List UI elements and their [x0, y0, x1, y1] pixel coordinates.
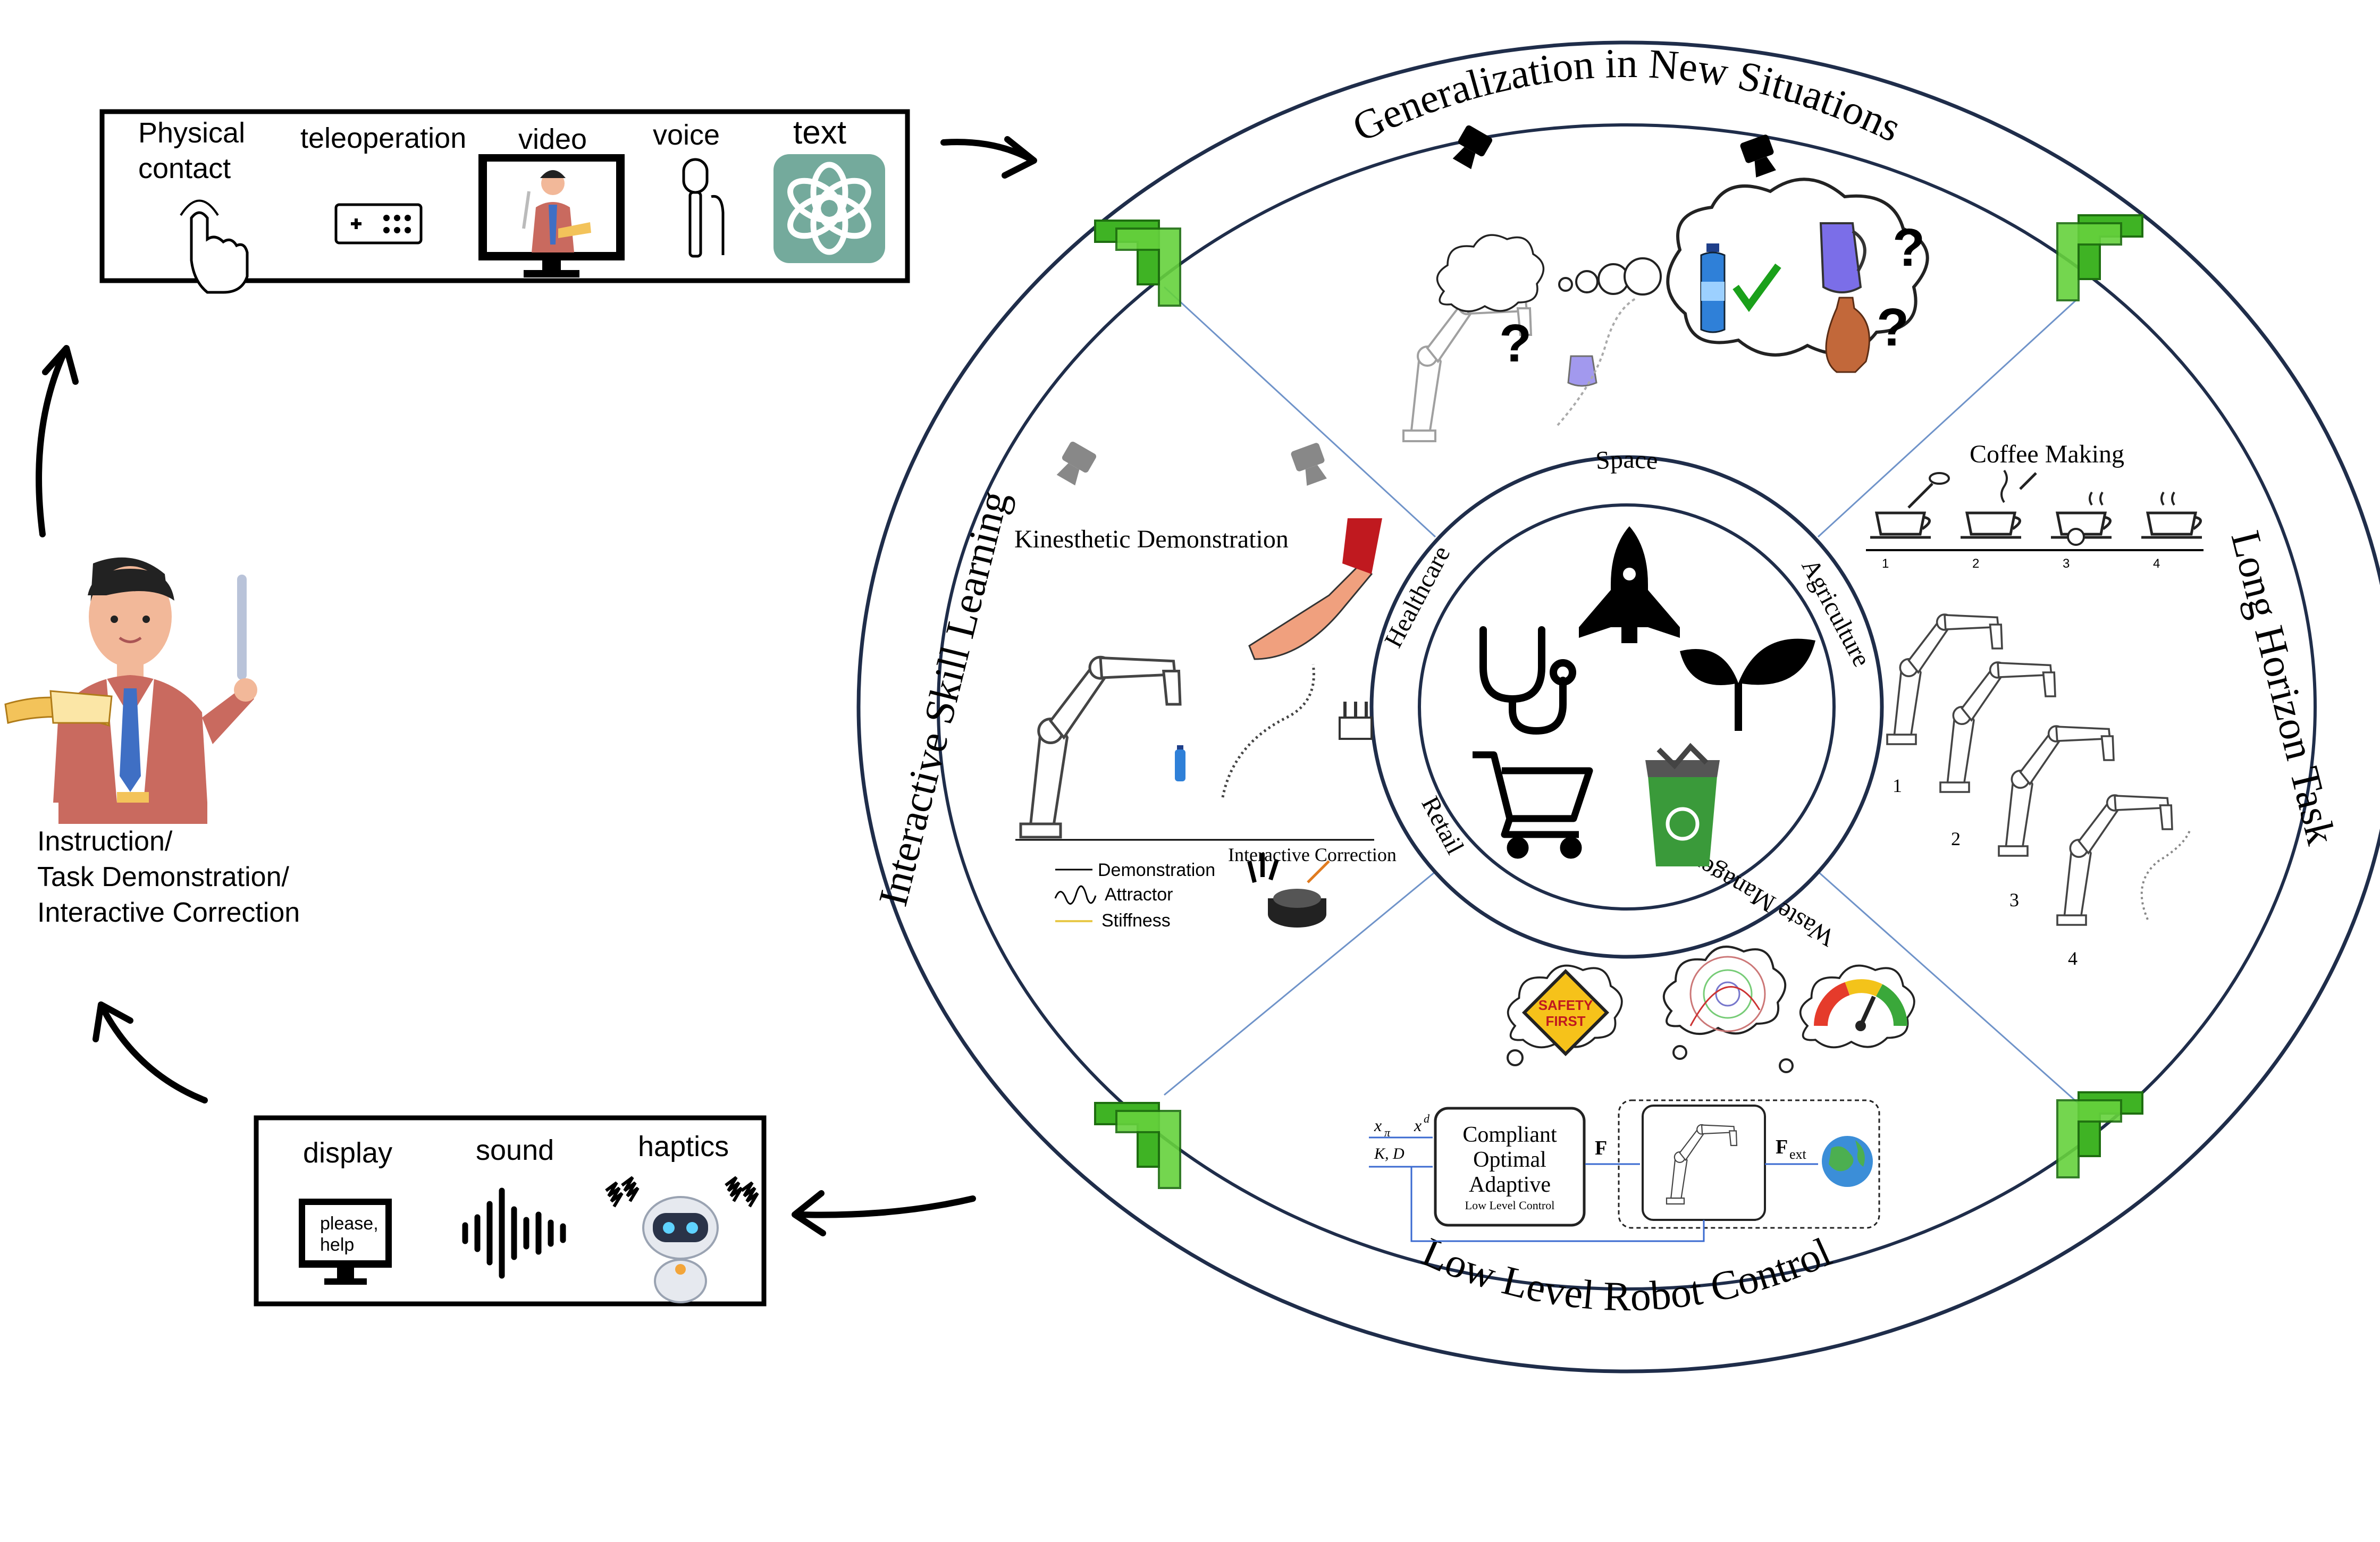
legend-stiffness: Stiffness — [1101, 911, 1171, 931]
output-label-haptics: haptics — [638, 1131, 729, 1162]
microphone-icon — [682, 158, 725, 258]
checkmark-icon — [1733, 263, 1781, 312]
input-label-video: video — [518, 123, 587, 155]
camera-icon — [1452, 125, 1493, 170]
feedback-modalities-box: display please, help sound haptics — [254, 1115, 767, 1307]
rocket-icon — [1579, 526, 1680, 643]
coffee-step-2: 2 — [1972, 557, 1979, 571]
output-label-display: display — [303, 1137, 392, 1169]
human-caption-line1: Instruction/ — [37, 826, 173, 857]
question-mark: ? — [1877, 298, 1909, 357]
monitor-teacher-icon — [478, 154, 625, 277]
camera-icon — [1740, 134, 1776, 178]
pointing-hand-icon — [180, 199, 249, 294]
input-label-contact: contact — [138, 153, 231, 184]
input-label-teleoperation: teleoperation — [300, 122, 466, 154]
human-caption-line2: Task Demonstration/ — [37, 862, 290, 892]
safety-line1: SAFETY — [1538, 997, 1593, 1013]
thought-cloud — [1666, 178, 1929, 357]
environment-dashed-box — [1618, 1099, 1880, 1229]
safety-line2: FIRST — [1545, 1013, 1585, 1029]
shopping-cart-icon — [1473, 751, 1593, 859]
gamepad-icon — [334, 203, 423, 245]
robot-step-3: 3 — [2009, 889, 2019, 911]
controller-line3: Adaptive — [1469, 1173, 1551, 1197]
fext-sub: ext — [1789, 1147, 1807, 1162]
question-mark: ? — [1893, 218, 1925, 277]
vibrating-robot-icon — [605, 1176, 759, 1303]
coffee-step-4: 4 — [2153, 557, 2160, 571]
arrow-output-to-human — [100, 1007, 208, 1103]
amphora-icon — [1825, 297, 1870, 373]
kinesthetic-panel: Kinesthetic Demonstration Interactive Co… — [1014, 441, 1397, 931]
plant-sprout-icon — [1680, 638, 1815, 731]
robot-step-1: 1 — [1893, 775, 1902, 796]
controller-box — [1434, 1107, 1586, 1227]
sound-wave-icon — [462, 1187, 566, 1279]
arrow-human-to-input — [36, 350, 67, 537]
water-bottle-icon — [1175, 745, 1185, 781]
human-teacher-figure — [4, 557, 257, 824]
globe-icon — [1822, 1136, 1873, 1187]
inner-label-space: Space — [1595, 445, 1659, 475]
stethoscope-icon — [1479, 626, 1576, 735]
kinesthetic-title: Kinesthetic Demonstration — [1014, 525, 1289, 553]
trajectory-plot-icon — [1689, 956, 1766, 1032]
water-bottle-icon — [1700, 243, 1726, 333]
camera-icon — [1291, 443, 1327, 486]
input-kd: K, D — [1374, 1145, 1405, 1162]
input-x-d-sup: d — [1424, 1112, 1430, 1125]
input-label-voice: voice — [653, 119, 720, 151]
screen-text-line1: please, — [320, 1214, 379, 1234]
human-caption-line3: Interactive Correction — [37, 897, 300, 928]
robot-box — [1642, 1105, 1766, 1221]
camera-icon — [1056, 441, 1097, 486]
controller-line1: Compliant — [1462, 1123, 1557, 1147]
red-sleeve — [1342, 518, 1382, 574]
input-x-pi-sub: π — [1384, 1126, 1391, 1139]
low-level-control-panel: SAFETY FIRST x π x d K, D Compliant O — [1369, 947, 1915, 1242]
chatgpt-logo-icon — [773, 154, 885, 263]
input-label-physical: Physical — [138, 117, 245, 149]
interactive-correction-label: Interactive Correction — [1228, 844, 1397, 865]
coffee-title: Coffee Making — [1970, 440, 2124, 468]
arrow-circle-to-output — [794, 1195, 976, 1218]
force-label: F — [1595, 1137, 1607, 1159]
question-mark: ? — [1499, 314, 1532, 373]
fext-label: F — [1776, 1136, 1788, 1158]
coffee-step-1: 1 — [1882, 557, 1889, 571]
coffee-step-3: 3 — [2063, 557, 2070, 571]
safety-first-sign-icon: SAFETY FIRST — [1521, 968, 1610, 1057]
framework-circle — [856, 40, 2380, 1374]
robot-step-2: 2 — [1951, 828, 1961, 849]
controller-line4: Low Level Control — [1465, 1199, 1555, 1212]
pitcher-icon — [1819, 222, 1866, 293]
screen-text-line2: help — [320, 1235, 354, 1255]
speed-gauge-icon — [1814, 979, 1908, 1031]
bottle-crate-icon — [1339, 702, 1373, 740]
input-modalities-box: Physical contact teleoperation video voi… — [99, 109, 910, 294]
input-x-d: x — [1414, 1116, 1422, 1135]
input-label-text: text — [793, 114, 846, 151]
output-label-sound: sound — [476, 1134, 554, 1166]
robot-step-4: 4 — [2068, 948, 2078, 969]
monitor-icon: please, help — [299, 1199, 392, 1285]
legend-attractor: Attractor — [1105, 884, 1173, 905]
generalization-panel: ? ? ? — [1402, 125, 1929, 442]
coffee-making-panel: Coffee Making 1 2 3 4 1 2 3 4 — [1866, 440, 2204, 969]
emergency-button-icon — [1247, 853, 1330, 928]
controller-line2: Optimal — [1473, 1148, 1546, 1172]
legend-demonstration: Demonstration — [1098, 860, 1215, 880]
input-x-pi: x — [1374, 1116, 1382, 1135]
recycle-bin-icon — [1645, 743, 1720, 866]
